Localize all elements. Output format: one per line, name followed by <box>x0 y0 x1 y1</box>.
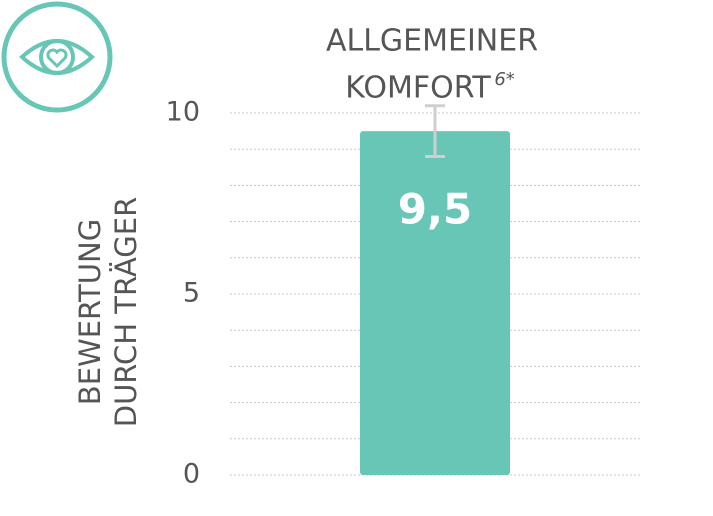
y-tick-label: 5 <box>183 278 200 309</box>
chart-title: ALLGEMEINER <box>326 24 538 59</box>
y-axis-label: BEWERTUNG <box>73 219 107 405</box>
eye-icon <box>1 1 113 113</box>
y-tick-label: 0 <box>183 459 200 490</box>
y-axis-label: DURCH TRÄGER <box>109 197 143 428</box>
error-bar <box>425 104 445 158</box>
title-note: 6* <box>494 69 514 90</box>
y-tick-label: 10 <box>166 97 200 128</box>
value-label: 9,5 <box>398 185 472 234</box>
chart-title: KOMFORT <box>345 71 491 106</box>
bar <box>360 131 510 475</box>
